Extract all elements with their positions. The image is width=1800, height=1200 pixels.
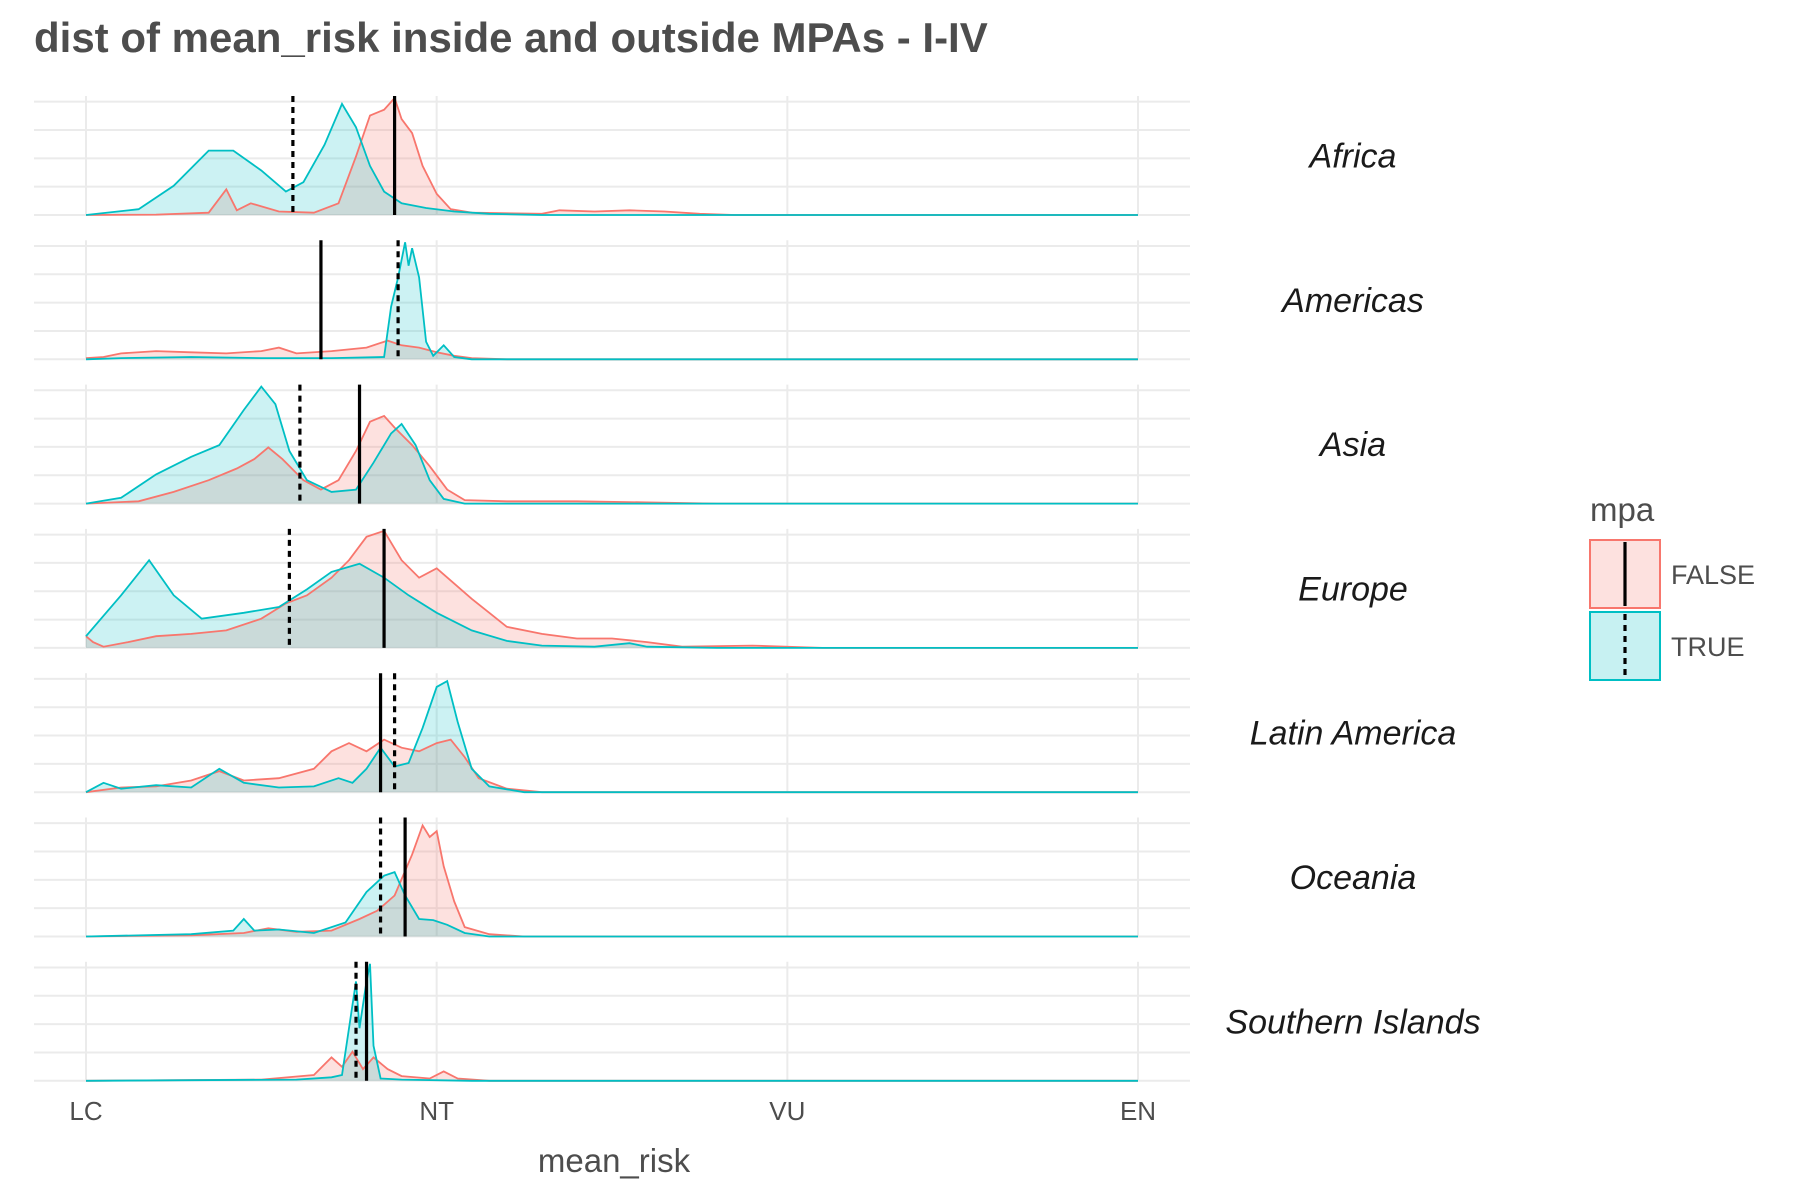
density-area-false bbox=[86, 530, 1138, 648]
legend: mpa FALSE TRUE bbox=[1589, 491, 1755, 681]
facet-label: Americas bbox=[1280, 282, 1424, 320]
density-area-true bbox=[86, 242, 1138, 360]
facet-label: Europe bbox=[1298, 570, 1408, 608]
x-tick-label: NT bbox=[419, 1096, 454, 1126]
density-line-true bbox=[85, 679, 1138, 794]
x-tick-label: VU bbox=[769, 1096, 805, 1126]
density-line-true bbox=[85, 385, 1138, 505]
density-area-false bbox=[86, 1051, 1138, 1081]
facet-label: Asia bbox=[1318, 426, 1386, 464]
density-line-false bbox=[85, 414, 1138, 505]
facet-label: Africa bbox=[1308, 138, 1397, 176]
density-area-true bbox=[86, 103, 1138, 215]
panel-oceania: Oceania bbox=[34, 817, 1417, 938]
panel-americas: Americas bbox=[34, 240, 1424, 361]
chart-title: dist of mean_risk inside and outside MPA… bbox=[34, 14, 988, 61]
density-line-false bbox=[85, 529, 1138, 649]
density-area-true bbox=[86, 386, 1138, 504]
x-tick-label: LC bbox=[69, 1096, 102, 1126]
density-area-false bbox=[86, 415, 1138, 504]
legend-label-false: FALSE bbox=[1671, 560, 1755, 590]
density-line-true bbox=[85, 242, 1138, 361]
facet-label: Latin America bbox=[1250, 715, 1457, 753]
density-area-false bbox=[86, 739, 1138, 793]
panel-latin-america: Latin America bbox=[34, 673, 1457, 794]
density-area-true bbox=[86, 963, 1138, 1081]
density-area-true bbox=[86, 560, 1138, 648]
density-area-false bbox=[86, 340, 1138, 360]
x-tick-label: EN bbox=[1120, 1096, 1156, 1126]
panel-southern-islands: Southern Islands bbox=[34, 961, 1481, 1082]
density-line-true bbox=[85, 870, 1138, 938]
legend-key-true bbox=[1589, 611, 1661, 681]
density-line-true bbox=[85, 101, 1138, 216]
x-axis-title: mean_risk bbox=[538, 1142, 691, 1179]
legend-title: mpa bbox=[1590, 491, 1655, 528]
density-line-false bbox=[85, 1049, 1138, 1082]
density-area-true bbox=[86, 681, 1138, 793]
density-line-false bbox=[85, 96, 1138, 216]
density-line-true bbox=[85, 963, 1138, 1082]
density-area-false bbox=[86, 98, 1138, 215]
facet-label: Oceania bbox=[1290, 859, 1417, 897]
facet-label: Southern Islands bbox=[1225, 1003, 1480, 1041]
density-line-false bbox=[85, 823, 1138, 938]
panel-asia: Asia bbox=[34, 384, 1386, 505]
panel-europe: Europe bbox=[34, 528, 1408, 649]
panel-africa: Africa bbox=[34, 96, 1397, 216]
legend-label-true: TRUE bbox=[1671, 632, 1745, 662]
density-area-true bbox=[86, 872, 1138, 937]
